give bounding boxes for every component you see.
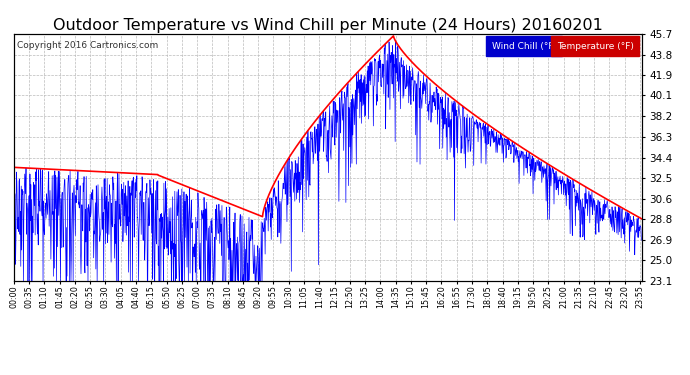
Legend: Wind Chill (°F), Temperature (°F): Wind Chill (°F), Temperature (°F) [488, 38, 637, 54]
Text: Copyright 2016 Cartronics.com: Copyright 2016 Cartronics.com [17, 41, 158, 50]
Title: Outdoor Temperature vs Wind Chill per Minute (24 Hours) 20160201: Outdoor Temperature vs Wind Chill per Mi… [53, 18, 602, 33]
